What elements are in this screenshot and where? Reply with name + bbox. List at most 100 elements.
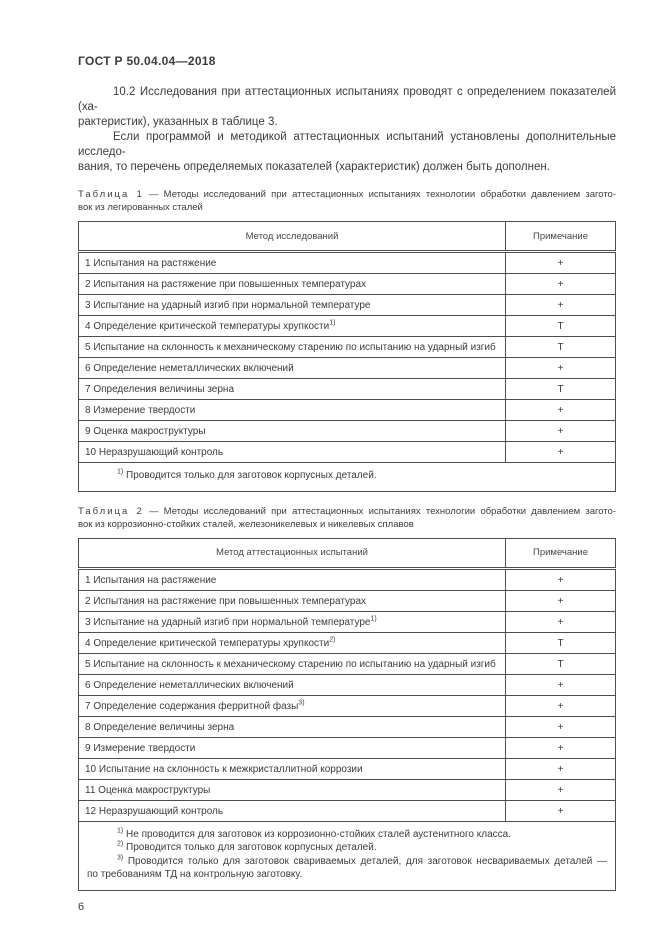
method-cell: 4 Определение критической температуры хр… bbox=[78, 631, 506, 654]
paragraph-additional: Если программой и методикой аттестационн… bbox=[78, 130, 616, 175]
footnote-marker: 2) bbox=[329, 636, 336, 644]
note-cell: + bbox=[505, 610, 616, 633]
footnote-line: по требованиям ТД на контрольную заготов… bbox=[87, 869, 303, 880]
table-row: 7 Определение содержания ферритной фазы3… bbox=[78, 694, 616, 717]
table-footnote-row: 1) Не проводится для заготовок из корроз… bbox=[78, 820, 616, 891]
footnote-marker: 3) bbox=[117, 854, 124, 862]
table-row: 4 Определение критической температуры хр… bbox=[78, 315, 616, 337]
note-cell: + bbox=[505, 589, 616, 612]
table-row: 2 Испытания на растяжение при повышенных… bbox=[78, 589, 616, 612]
table-row: 3 Испытание на ударный изгиб при нормаль… bbox=[78, 294, 616, 316]
method-cell: 8 Определение величины зерна bbox=[78, 715, 506, 738]
note-cell: + bbox=[505, 567, 616, 591]
note-cell: + bbox=[505, 736, 616, 759]
table-row: 8 Определение величины зерна + bbox=[78, 715, 616, 738]
table-row: 10 Испытание на склонность к межкристалл… bbox=[78, 757, 616, 780]
page-number: 6 bbox=[78, 900, 85, 913]
method-cell: 9 Оценка макроструктуры bbox=[78, 420, 506, 442]
note-cell: Т bbox=[505, 315, 616, 337]
table2: Метод аттестационных испытаний Примечани… bbox=[78, 537, 616, 891]
method-cell: 7 Определения величины зерна bbox=[78, 378, 506, 400]
table1-caption-line1: Таблица 1 — Методы исследований при атте… bbox=[78, 188, 616, 201]
table2-caption-line1: Таблица 2 — Методы исследований при атте… bbox=[78, 505, 616, 518]
method-cell: 7 Определение содержания ферритной фазы3… bbox=[78, 694, 506, 717]
footnote-line: 1) Проводится только для заготовок корпу… bbox=[117, 468, 377, 481]
table-row: 1 Испытания на растяжение + bbox=[78, 567, 616, 591]
footnote-marker: 1) bbox=[117, 827, 124, 835]
table-row: 5 Испытание на склонность к механическом… bbox=[78, 336, 616, 358]
table-row: 12 Неразрушающий контроль + bbox=[78, 799, 616, 822]
paragraph-10-2: 10.2 Исследования при аттестационных исп… bbox=[78, 85, 616, 130]
table2-caption-line2: вок из коррозионно-стойких сталей, желез… bbox=[78, 518, 414, 530]
note-cell: Т bbox=[505, 336, 616, 358]
method-cell: 10 Испытание на склонность к межкристалл… bbox=[78, 757, 506, 780]
table-row: 6 Определение неметаллических включений + bbox=[78, 357, 616, 379]
note-cell: + bbox=[505, 694, 616, 717]
table-footnotes: 1) Не проводится для заготовок из корроз… bbox=[78, 820, 616, 891]
table-footnotes: 1) Проводится только для заготовок корпу… bbox=[78, 462, 616, 492]
note-cell: Т bbox=[505, 378, 616, 400]
method-cell: 3 Испытание на ударный изгиб при нормаль… bbox=[78, 294, 506, 316]
footnote-line: 3) Проводится только для заготовок свари… bbox=[117, 854, 607, 867]
method-cell: 6 Определение неметаллических включений bbox=[78, 357, 506, 379]
note-cell: + bbox=[505, 399, 616, 421]
method-cell: 10 Неразрушающий контроль bbox=[78, 441, 506, 463]
table-row: 9 Оценка макроструктуры + bbox=[78, 420, 616, 442]
table2-caption: Таблица 2 — Методы исследований при атте… bbox=[78, 505, 616, 531]
table-row: 2 Испытания на растяжение при повышенных… bbox=[78, 273, 616, 295]
paragraph-line: вания, то перечень определяемых показате… bbox=[78, 161, 550, 173]
table-row: 10 Неразрушающий контроль + bbox=[78, 441, 616, 463]
table-row: 4 Определение критической температуры хр… bbox=[78, 631, 616, 654]
footnote-line: 2) Проводится только для заготовок корпу… bbox=[117, 840, 377, 853]
table1-caption-text: — Методы исследований при аттестационных… bbox=[148, 189, 617, 200]
table-row: 7 Определения величины зерна Т bbox=[78, 378, 616, 400]
note-cell: Т bbox=[505, 652, 616, 675]
paragraph-line: рактеристик), указанных в таблице 3. bbox=[78, 116, 278, 128]
column-header-note: Примечание bbox=[505, 537, 616, 570]
footnote-marker: 3) bbox=[298, 699, 305, 707]
table-row: 3 Испытание на ударный изгиб при нормаль… bbox=[78, 610, 616, 633]
column-header-note: Примечание bbox=[505, 221, 616, 253]
note-cell: + bbox=[505, 715, 616, 738]
table1: Метод исследований Примечание 1 Испытани… bbox=[78, 221, 616, 492]
method-cell: 6 Определение неметаллических включений bbox=[78, 673, 506, 696]
note-cell: + bbox=[505, 757, 616, 780]
paragraph-line: 10.2 Исследования при аттестационных исп… bbox=[78, 86, 616, 113]
footnote-line: 1) Не проводится для заготовок из корроз… bbox=[117, 827, 511, 840]
note-cell: + bbox=[505, 294, 616, 316]
method-cell: 4 Определение критической температуры хр… bbox=[78, 315, 506, 337]
table-row: 6 Определение неметаллических включений + bbox=[78, 673, 616, 696]
table-row: 11 Оценка макроструктуры + bbox=[78, 778, 616, 801]
table1-caption-line2: вок из легированных сталей bbox=[78, 202, 203, 213]
method-cell: 3 Испытание на ударный изгиб при нормаль… bbox=[78, 610, 506, 633]
table-row: 1 Испытания на растяжение + bbox=[78, 251, 616, 274]
table1-caption-label: Таблица 1 bbox=[78, 189, 144, 200]
note-cell: + bbox=[505, 778, 616, 801]
table2-caption-label: Таблица 2 bbox=[78, 505, 144, 517]
note-cell: + bbox=[505, 273, 616, 295]
note-cell: + bbox=[505, 673, 616, 696]
method-cell: 5 Испытание на склонность к механическом… bbox=[78, 652, 506, 675]
doc-header: ГОСТ Р 50.04.04—2018 bbox=[78, 54, 216, 68]
footnote-marker: 1) bbox=[329, 319, 336, 327]
table-row: 9 Измерение твердости + bbox=[78, 736, 616, 759]
table-row: 5 Испытание на склонность к механическом… bbox=[78, 652, 616, 675]
table1-caption: Таблица 1 — Методы исследований при атте… bbox=[78, 188, 616, 214]
footnote-marker: 2) bbox=[117, 840, 124, 848]
table2-header-row: Метод аттестационных испытаний Примечани… bbox=[78, 537, 616, 570]
method-cell: 1 Испытания на растяжение bbox=[78, 567, 506, 591]
paragraph-line: Если программой и методикой аттестационн… bbox=[78, 131, 616, 158]
table2-caption-text: — Методы исследований при аттестационных… bbox=[148, 505, 617, 517]
table-footnote-row: 1) Проводится только для заготовок корпу… bbox=[78, 462, 616, 492]
footnote-marker: 1) bbox=[117, 468, 124, 476]
table-row: 8 Измерение твердости + bbox=[78, 399, 616, 421]
note-cell: + bbox=[505, 251, 616, 274]
table1-header-row: Метод исследований Примечание bbox=[78, 221, 616, 253]
note-cell: + bbox=[505, 799, 616, 822]
method-cell: 8 Измерение твердости bbox=[78, 399, 506, 421]
method-cell: 5 Испытание на склонность к механическом… bbox=[78, 336, 506, 358]
method-cell: 2 Испытания на растяжение при повышенных… bbox=[78, 273, 506, 295]
method-cell: 2 Испытания на растяжение при повышенных… bbox=[78, 589, 506, 612]
method-cell: 9 Измерение твердости bbox=[78, 736, 506, 759]
